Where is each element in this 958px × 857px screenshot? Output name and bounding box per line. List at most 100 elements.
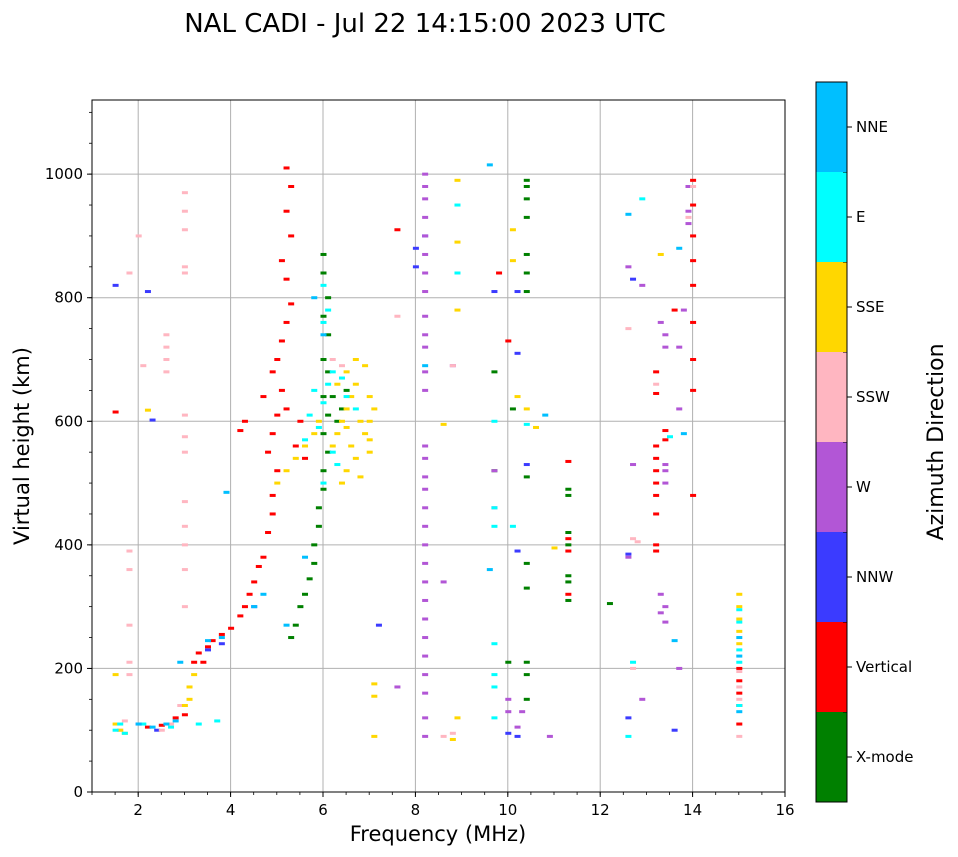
data-point-sse — [343, 425, 350, 429]
colorbar-label: W — [856, 478, 871, 496]
data-point-x-mode — [320, 469, 327, 473]
data-point-w — [422, 524, 429, 528]
data-point-x-mode — [325, 450, 332, 454]
data-point-vertical — [158, 723, 165, 727]
data-point-x-mode — [297, 605, 304, 609]
data-point-sse — [371, 407, 378, 411]
data-point-ssw — [163, 358, 170, 361]
data-point-w — [662, 605, 669, 609]
data-point-e — [320, 283, 327, 287]
data-point-vertical — [255, 564, 262, 568]
data-point-nne — [422, 364, 429, 368]
data-point-nne — [736, 636, 743, 640]
data-point-x-mode — [523, 673, 530, 677]
data-point-sse — [302, 444, 309, 448]
data-point-vertical — [662, 429, 669, 433]
data-point-ssw — [181, 500, 188, 504]
y-tick-label: 0 — [73, 783, 83, 801]
data-point-e — [736, 704, 743, 707]
data-point-ssw — [177, 704, 184, 707]
data-point-sse — [371, 734, 378, 738]
data-point-e — [491, 524, 498, 528]
data-point-vertical — [662, 438, 669, 442]
x-tick-label: 14 — [683, 801, 702, 819]
plot-frame — [91, 99, 786, 793]
data-point-w — [422, 234, 429, 238]
data-point-vertical — [265, 450, 272, 454]
data-point-sse — [357, 419, 364, 423]
data-point-x-mode — [565, 580, 572, 584]
data-point-w — [422, 487, 429, 491]
data-point-w — [657, 320, 664, 324]
data-point-vertical — [690, 283, 697, 287]
data-point-vertical — [653, 493, 660, 497]
data-point-x-mode — [320, 314, 327, 318]
data-point-x-mode — [334, 419, 341, 423]
data-point-w — [422, 456, 429, 460]
data-point-ssw — [126, 660, 133, 664]
data-point-vertical — [274, 469, 281, 473]
data-point-e — [736, 648, 743, 652]
x-tick-label: 8 — [411, 801, 421, 819]
data-point-w — [662, 481, 669, 485]
data-point-ssw — [634, 540, 641, 544]
data-point-w — [422, 370, 429, 374]
data-point-w — [422, 388, 429, 392]
data-point-sse — [186, 697, 193, 701]
data-point-x-mode — [606, 602, 613, 606]
data-point-e — [320, 320, 327, 324]
data-point-nnw — [514, 549, 521, 553]
data-point-x-mode — [315, 524, 322, 528]
data-point-nnw — [625, 552, 632, 556]
data-point-sse — [362, 364, 369, 368]
data-point-nne — [486, 568, 493, 572]
data-point-vertical — [251, 580, 258, 584]
data-point-e — [491, 716, 498, 720]
data-point-x-mode — [306, 577, 313, 581]
data-point-e — [329, 450, 336, 454]
data-point-ssw — [736, 734, 743, 738]
data-point-ssw — [158, 728, 165, 732]
data-point-w — [662, 469, 669, 473]
data-point-x-mode — [292, 623, 299, 627]
data-point-w — [422, 506, 429, 510]
data-point-ssw — [135, 234, 142, 238]
data-point-w — [422, 197, 429, 201]
data-point-ssw — [126, 623, 133, 627]
x-tick-label: 4 — [226, 801, 236, 819]
data-point-nnw — [491, 290, 498, 294]
data-point-x-mode — [320, 252, 327, 256]
data-point-vertical — [690, 259, 697, 263]
data-point-e — [329, 370, 336, 374]
colorbar-segment — [816, 712, 847, 802]
data-point-sse — [657, 252, 664, 256]
data-point-vertical — [653, 543, 660, 547]
y-tick-label: 1000 — [45, 165, 83, 183]
data-point-ssw — [181, 450, 188, 454]
data-point-x-mode — [505, 660, 512, 664]
data-point-nnw — [625, 716, 632, 720]
data-points — [112, 163, 743, 741]
data-point-e — [454, 271, 461, 275]
x-tick-label: 2 — [133, 801, 143, 819]
data-point-ssw — [181, 228, 188, 232]
data-point-x-mode — [523, 475, 530, 479]
data-point-e — [311, 388, 318, 392]
data-point-e — [343, 395, 350, 399]
data-point-nne — [302, 555, 309, 559]
x-tick-label: 6 — [318, 801, 328, 819]
data-point-sse — [366, 395, 373, 399]
colorbar-segment — [816, 172, 847, 262]
x-axis-label: Frequency (MHz) — [350, 822, 526, 846]
data-point-ssw — [338, 364, 345, 368]
data-point-x-mode — [565, 543, 572, 547]
data-point-nnw — [412, 246, 419, 250]
data-point-vertical — [690, 388, 697, 392]
data-point-ssw — [736, 670, 743, 674]
data-point-ssw — [181, 524, 188, 528]
data-point-w — [394, 685, 401, 689]
data-point-e — [491, 506, 498, 510]
data-point-e — [195, 722, 202, 726]
data-point-vertical — [274, 413, 281, 417]
data-point-e — [736, 620, 743, 624]
